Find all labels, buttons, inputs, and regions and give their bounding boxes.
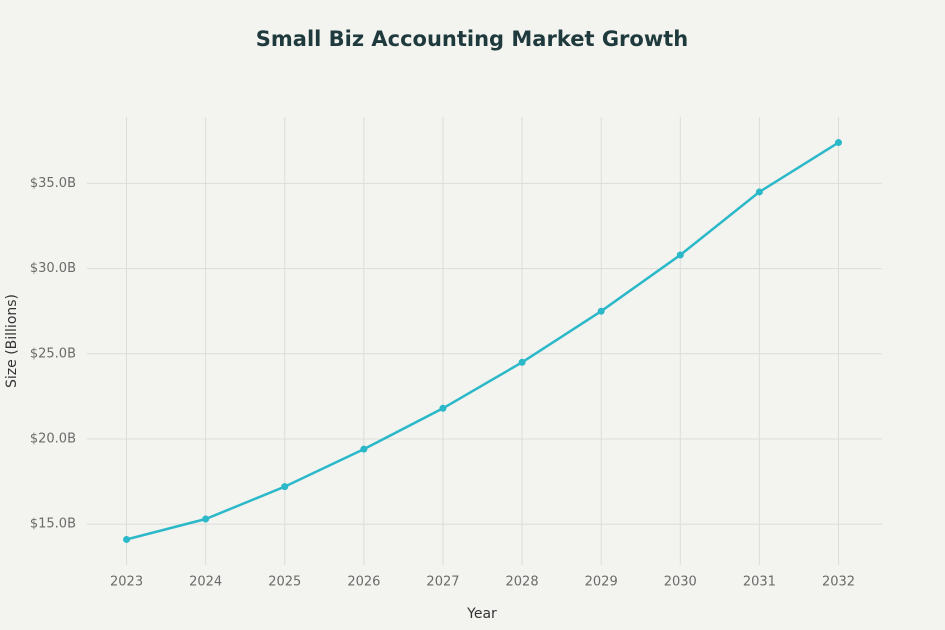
point bbox=[597, 307, 605, 315]
x-tick-label: 2026 bbox=[347, 575, 380, 590]
y-tick-label: $20.0B bbox=[30, 431, 76, 446]
point bbox=[439, 404, 447, 412]
point bbox=[676, 251, 684, 259]
plot bbox=[123, 139, 842, 543]
line bbox=[126, 141, 840, 541]
x-tick-label: 2031 bbox=[743, 575, 776, 590]
y-tick-label: $15.0B bbox=[30, 517, 76, 532]
x-axis-label: Year bbox=[466, 606, 497, 622]
chart-title: Small Biz Accounting Market Growth bbox=[256, 27, 688, 51]
point bbox=[281, 483, 289, 491]
x-tick-label: 2023 bbox=[110, 575, 143, 590]
x-tick-label: 2032 bbox=[822, 575, 855, 590]
y-tick-label: $35.0B bbox=[30, 176, 76, 191]
x-tick-label: 2028 bbox=[506, 575, 539, 590]
x-tick-label: 2029 bbox=[585, 575, 618, 590]
x-tick-label: 2030 bbox=[664, 575, 697, 590]
x-tick-label: 2024 bbox=[189, 575, 222, 590]
y-tick-label: $25.0B bbox=[30, 346, 76, 361]
x-tick-label: 2027 bbox=[426, 575, 459, 590]
y-axis-label: Size (Billions) bbox=[4, 294, 20, 388]
point bbox=[202, 515, 210, 523]
y-tick-label: $30.0B bbox=[30, 261, 76, 276]
point bbox=[834, 139, 842, 147]
point bbox=[360, 445, 368, 453]
x-tick-label: 2025 bbox=[268, 575, 301, 590]
point bbox=[755, 188, 763, 196]
point bbox=[123, 535, 131, 543]
point bbox=[518, 358, 526, 366]
